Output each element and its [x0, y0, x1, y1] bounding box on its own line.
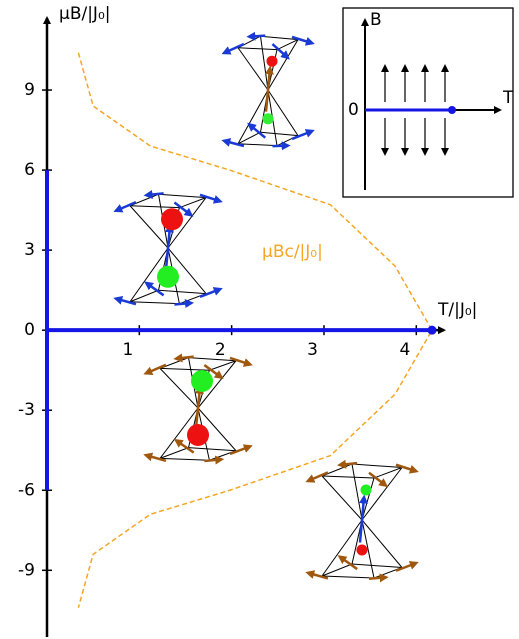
spin-arrow: [249, 36, 265, 37]
spin-arrow: [230, 358, 250, 364]
spin-arrow: [174, 303, 191, 304]
molecule-base: [238, 36, 298, 49]
molecule-icon: [116, 193, 220, 304]
inset: B T 0: [343, 8, 514, 197]
y-tick-label: 3: [24, 240, 35, 260]
molecule-edge: [130, 206, 168, 248]
spin-arrow: [200, 195, 220, 201]
spin-arrow: [166, 226, 170, 269]
atom: [357, 545, 368, 556]
molecule-base: [322, 564, 402, 578]
y-tick-label: -9: [18, 560, 35, 580]
spin-arrow: [196, 388, 200, 429]
atom: [191, 370, 213, 392]
molecule-edge: [352, 464, 362, 520]
atom: [361, 485, 372, 496]
curve-label: μBc/|J₀|: [262, 242, 323, 262]
x-tick-label: 2: [215, 340, 226, 360]
molecule-base: [130, 194, 206, 207]
molecule-base: [322, 464, 402, 478]
spin-arrow: [396, 465, 416, 471]
molecule-edge: [238, 48, 268, 90]
inset-frame: [343, 8, 513, 197]
x-tick-label: 4: [399, 340, 410, 360]
critical-point: [427, 326, 436, 335]
molecule-base: [160, 448, 236, 461]
spin-arrow: [272, 146, 287, 147]
molecule-edge: [160, 368, 198, 408]
x-tick-label: 1: [122, 340, 133, 360]
molecule-base: [238, 132, 298, 145]
molecule-icon: [146, 357, 250, 461]
atom: [267, 56, 278, 67]
molecule-edge: [362, 520, 402, 568]
atom: [263, 113, 274, 124]
inset-origin-label: 0: [348, 100, 359, 120]
x-axis-label: T/|J₀|: [437, 300, 477, 320]
inset-critical-point: [448, 106, 456, 114]
spin-arrow: [292, 37, 312, 43]
y-tick-label: 6: [24, 160, 35, 180]
y-tick-label: -3: [18, 400, 35, 420]
inset-y-label: B: [370, 10, 382, 30]
x-tick-label: 3: [307, 340, 318, 360]
spin-arrow: [266, 68, 270, 111]
y-tick-label: 9: [24, 80, 35, 100]
atom: [161, 208, 183, 230]
y-axis-label: μB/|J₀|: [59, 4, 111, 24]
molecule-icon: [224, 36, 312, 146]
inset-x-label: T: [502, 88, 514, 108]
figure: B T 0 μB/|J₀|T/|J₀|-9-6-303691234μBc/|J₀…: [0, 0, 519, 639]
spin-arrow: [369, 577, 386, 578]
molecule-icon: [308, 463, 416, 579]
atom: [187, 424, 209, 446]
molecule-edge: [322, 476, 362, 520]
spin-arrow: [176, 357, 193, 359]
atom: [157, 266, 179, 288]
spin-arrow: [249, 125, 265, 138]
spin-arrow: [204, 459, 221, 461]
y-tick-label: -6: [18, 480, 35, 500]
molecule-base: [130, 290, 206, 303]
y-tick-label: 0: [24, 320, 35, 340]
molecule-edge: [268, 90, 298, 136]
spin-arrow: [360, 498, 364, 543]
